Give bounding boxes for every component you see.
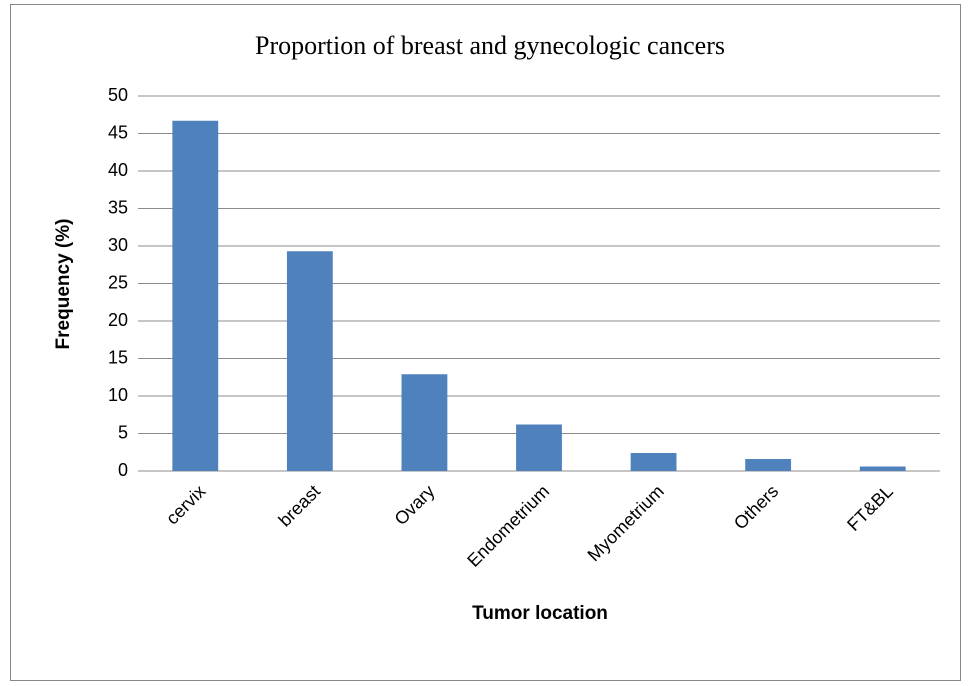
y-tick-label: 0	[118, 460, 128, 480]
bar	[172, 120, 219, 471]
y-tick-label: 15	[108, 347, 128, 367]
chart-frame	[10, 4, 961, 681]
y-tick-label: 20	[108, 310, 128, 330]
y-tick-label: 30	[108, 235, 128, 255]
y-tick-label: 5	[118, 422, 128, 442]
bar	[859, 466, 906, 471]
y-axis-title: Frequency (%)	[53, 219, 74, 350]
bar	[630, 453, 677, 471]
bar	[516, 424, 562, 471]
y-tick-label: 50	[108, 85, 128, 105]
bar	[286, 251, 333, 471]
y-tick-label: 40	[108, 160, 128, 180]
y-tick-label: 45	[108, 122, 128, 142]
y-tick-label: 10	[108, 385, 128, 405]
y-tick-label: 25	[108, 272, 128, 292]
chart-title: Proportion of breast and gynecologic can…	[255, 31, 725, 60]
bar	[401, 374, 448, 471]
y-tick-label: 35	[108, 197, 128, 217]
x-axis-title: Tumor location	[472, 603, 608, 624]
bar	[745, 459, 792, 471]
